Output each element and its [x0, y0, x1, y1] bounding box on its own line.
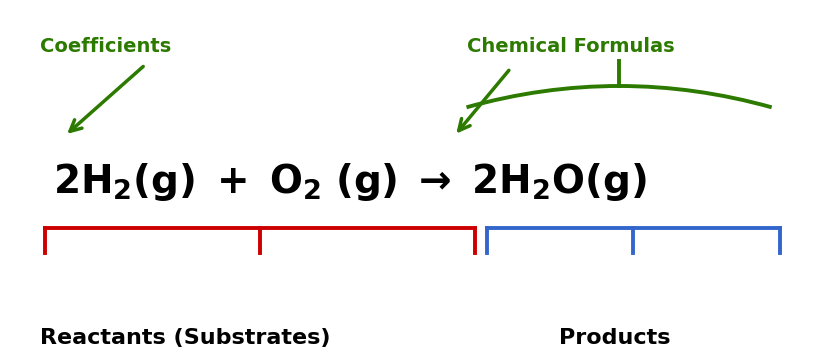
Text: Chemical Formulas: Chemical Formulas — [467, 37, 674, 56]
Text: Reactants (Substrates): Reactants (Substrates) — [40, 328, 330, 348]
Text: $\mathbf{2H_2(g)\ +\ O_2\ (g)\ \rightarrow\ 2H_2O(g)}$: $\mathbf{2H_2(g)\ +\ O_2\ (g)\ \rightarr… — [53, 161, 646, 203]
Text: Products: Products — [559, 328, 670, 348]
Text: Coefficients: Coefficients — [39, 37, 170, 56]
